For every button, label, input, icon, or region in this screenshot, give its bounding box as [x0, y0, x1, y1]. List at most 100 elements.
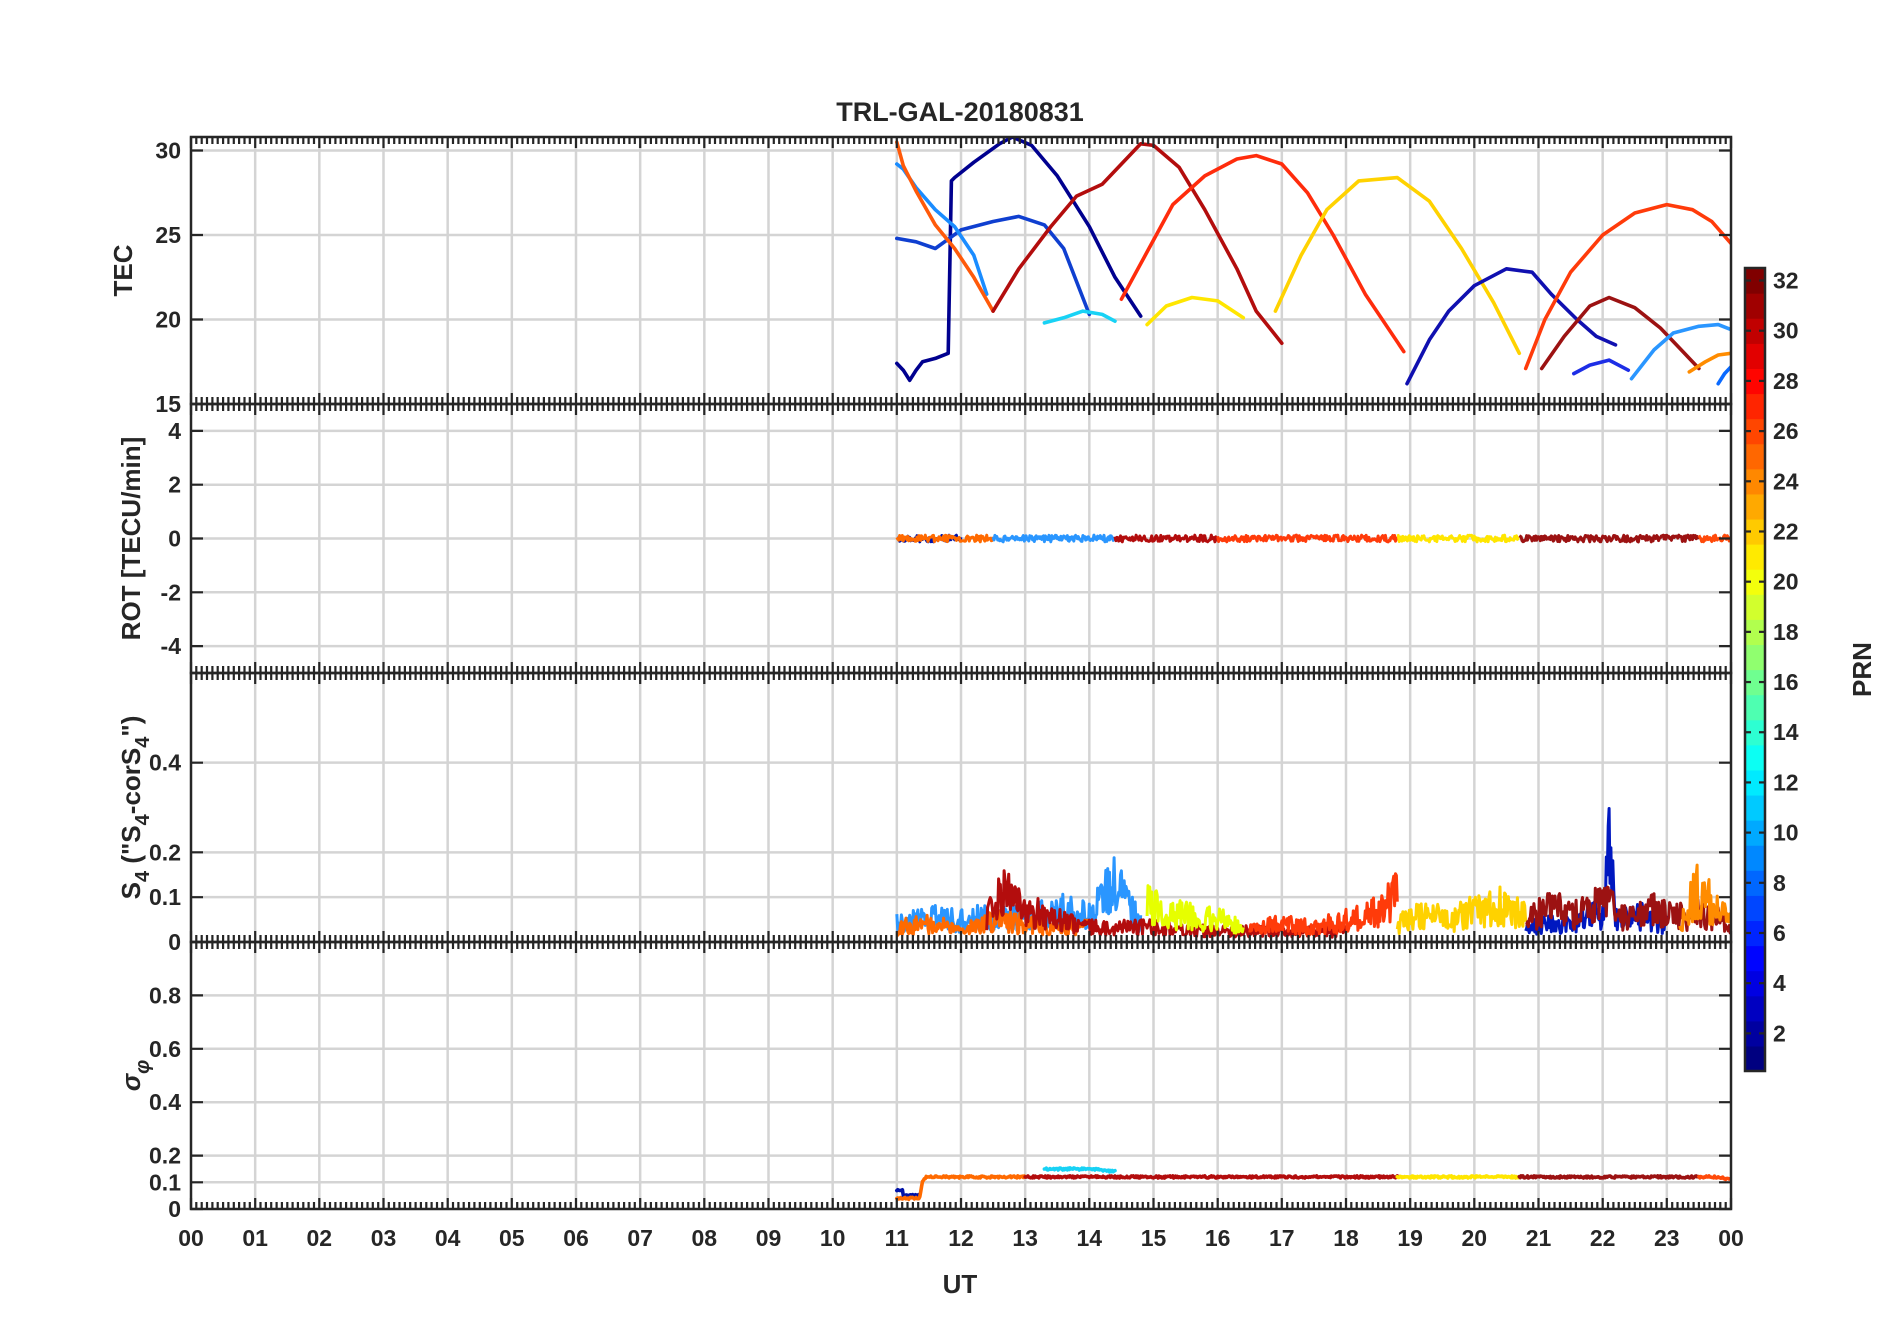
colorbar-tick-label: 22: [1773, 519, 1799, 545]
colorbar-tick-label: 12: [1773, 769, 1799, 795]
panel-rot: -4 -2 0 2 4 ROT [TECU/min]: [116, 402, 1733, 675]
colorbar-swatch: [1745, 744, 1765, 771]
colorbar-swatch: [1745, 293, 1765, 319]
chart-title: TRL-GAL-20180831: [836, 97, 1084, 127]
colorbar-swatch: [1745, 1045, 1765, 1072]
y-tick-label: 20: [155, 307, 181, 333]
tick-marks: [189, 137, 1733, 406]
colorbar-swatch: [1745, 895, 1765, 922]
colorbar-tick-label: 8: [1773, 870, 1786, 896]
series-prn-2: [1405, 266, 1618, 386]
x-tick-label: 17: [1269, 1225, 1295, 1251]
y-tick-label: 0: [168, 1196, 181, 1222]
x-tick-label: 09: [756, 1225, 782, 1251]
y-tick-label: 0.4: [149, 750, 181, 776]
x-tick-label: 00: [178, 1225, 204, 1251]
colorbar-tick-label: 24: [1773, 468, 1799, 494]
colorbar-swatch: [1745, 343, 1765, 369]
series-prn-20: [1145, 295, 1246, 327]
colorbar-swatch: [1745, 945, 1765, 972]
series-prn-4: [1572, 358, 1631, 376]
x-tick-label: 12: [948, 1225, 974, 1251]
colorbar-tick-label: 28: [1773, 368, 1799, 394]
colorbar-tick-label: 32: [1773, 268, 1799, 294]
colorbar-swatch: [1745, 669, 1765, 696]
y-tick-label: 0.2: [149, 1143, 181, 1169]
x-axis-label: UT: [943, 1269, 978, 1299]
y-tick-label: -4: [161, 633, 182, 659]
series-prn-27: [1216, 533, 1399, 544]
colorbar-swatch: [1745, 820, 1765, 846]
y-tick-label: 0.1: [149, 884, 181, 910]
colorbar-tick-label: 2: [1773, 1020, 1786, 1046]
x-tick-label: 07: [627, 1225, 653, 1251]
colorbar-swatch: [1745, 1020, 1765, 1047]
colorbar-swatch: [1745, 493, 1765, 520]
x-tick-label: 20: [1462, 1225, 1488, 1251]
colorbar-swatch: [1745, 368, 1765, 395]
colorbar-tick-label: 10: [1773, 820, 1799, 846]
y-tick-label: 0.8: [149, 982, 181, 1008]
series-prn-31: [1518, 533, 1700, 544]
colorbar-swatch: [1745, 694, 1765, 721]
series-prn-7: [1716, 364, 1731, 386]
series-prn-24: [894, 1174, 1027, 1202]
colorbar-tick-label: 30: [1773, 318, 1799, 344]
colorbar-tick-label: 16: [1773, 669, 1799, 695]
y-tick-label: -2: [161, 579, 181, 605]
colorbar-frame: [1743, 266, 1767, 1073]
series-prn-31: [1539, 295, 1701, 371]
x-tick-label: 16: [1205, 1225, 1231, 1251]
colorbar-swatch: [1745, 518, 1765, 545]
series-prn-3: [894, 1187, 922, 1199]
colorbar-swatch: [1745, 268, 1765, 294]
colorbar-swatch: [1745, 644, 1765, 671]
colorbar-swatch: [1745, 769, 1765, 796]
y-tick-label: 2: [168, 472, 181, 498]
y-tick-label: 15: [155, 391, 181, 417]
colorbar-swatch: [1745, 594, 1765, 620]
series-prn-8: [991, 533, 1117, 544]
x-tick-label: 03: [371, 1225, 397, 1251]
series-prn-3: [894, 137, 1143, 383]
colorbar-swatch: [1745, 920, 1765, 947]
series-prn-31: [1517, 1174, 1701, 1180]
y-axis-label-tec: TEC: [108, 244, 138, 296]
colorbar-swatch: [1745, 794, 1765, 821]
y-tick-label: 0.2: [149, 839, 181, 865]
x-tick-label: 18: [1333, 1225, 1359, 1251]
x-tick-label: 14: [1077, 1225, 1103, 1251]
series-prn-5: [894, 214, 1092, 317]
colorbar-swatch: [1745, 393, 1765, 420]
x-tick-label: 11: [885, 1225, 910, 1251]
x-tick-label: 22: [1590, 1225, 1616, 1251]
series-prn-31: [1525, 885, 1731, 935]
panel-s4: 0 0.1 0.2 0.4S4 ("S4-corS4"): [116, 671, 1733, 955]
colorbar-swatch: [1745, 468, 1765, 495]
colorbar-swatch: [1745, 569, 1765, 595]
series-prn-24: [894, 140, 995, 313]
colorbar-swatch: [1745, 970, 1765, 997]
y-tick-label: 0.6: [149, 1036, 181, 1062]
colorbar-tick-label: 14: [1773, 719, 1799, 745]
x-tick-label: 08: [692, 1225, 718, 1251]
colorbar-swatch: [1745, 443, 1765, 470]
colorbar-tick-label: 26: [1773, 418, 1799, 444]
colorbar-swatch: [1745, 870, 1765, 896]
x-tick-label: 04: [435, 1225, 461, 1251]
x-axis: 00 01 02 03 04 05 06 07 08 09 10 11 12 13 14 15 16 17 18 19…: [178, 1225, 1744, 1251]
series-prn-23: [1687, 351, 1731, 374]
colorbar-swatch: [1745, 418, 1765, 445]
colorbar-swatch: [1745, 619, 1765, 645]
series-prn-26: [1697, 1174, 1731, 1182]
colorbar-swatch: [1745, 544, 1765, 570]
series-prn-22: [1273, 175, 1522, 356]
panel-sigma: 00.10.2 0.4 0.6 0.8 σφ: [116, 940, 1733, 1222]
y-tick-label: 0: [168, 929, 181, 955]
tick-marks: [189, 673, 1733, 944]
x-tick-label: 21: [1526, 1225, 1552, 1251]
y-axis-label-sigma: σφ: [116, 1060, 154, 1091]
series-prn-26: [1523, 202, 1731, 371]
series-prn-20: [1145, 884, 1245, 935]
